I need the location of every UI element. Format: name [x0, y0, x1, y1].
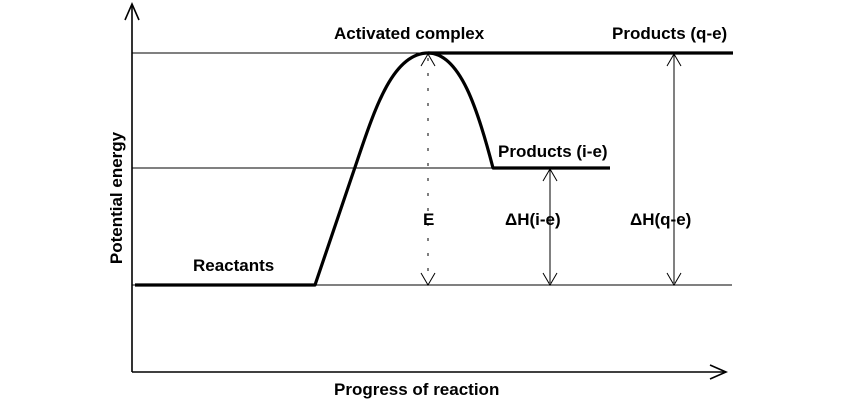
products-ie-label: Products (i-e) [498, 142, 608, 161]
activated-complex-label: Activated complex [334, 24, 485, 43]
reaction-curve-ie [135, 51, 610, 287]
y-axis-label: Potential energy [107, 131, 126, 264]
x-axis [132, 364, 728, 380]
activation-energy-label: E [423, 210, 434, 229]
products-qe-label: Products (q-e) [612, 24, 727, 43]
delta-h-qe-arrow [666, 53, 682, 286]
y-axis [124, 2, 140, 372]
activation-energy-arrow [420, 53, 436, 286]
delta-h-ie-label: ΔH(i-e) [505, 210, 561, 229]
reactants-label: Reactants [193, 256, 274, 275]
delta-h-qe-label: ΔH(q-e) [630, 210, 691, 229]
x-axis-label: Progress of reaction [334, 380, 499, 399]
delta-h-ie-arrow [542, 168, 558, 286]
